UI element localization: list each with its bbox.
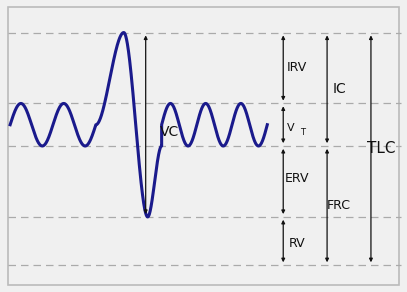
Text: RV: RV bbox=[289, 237, 306, 250]
Text: T: T bbox=[300, 128, 305, 137]
Text: IC: IC bbox=[332, 82, 346, 96]
Text: IRV: IRV bbox=[287, 62, 307, 74]
Text: VC: VC bbox=[160, 125, 179, 139]
Text: FRC: FRC bbox=[327, 199, 351, 212]
Text: TLC: TLC bbox=[367, 141, 395, 156]
Text: ERV: ERV bbox=[285, 172, 309, 185]
FancyBboxPatch shape bbox=[8, 7, 399, 285]
Text: V: V bbox=[287, 123, 295, 133]
